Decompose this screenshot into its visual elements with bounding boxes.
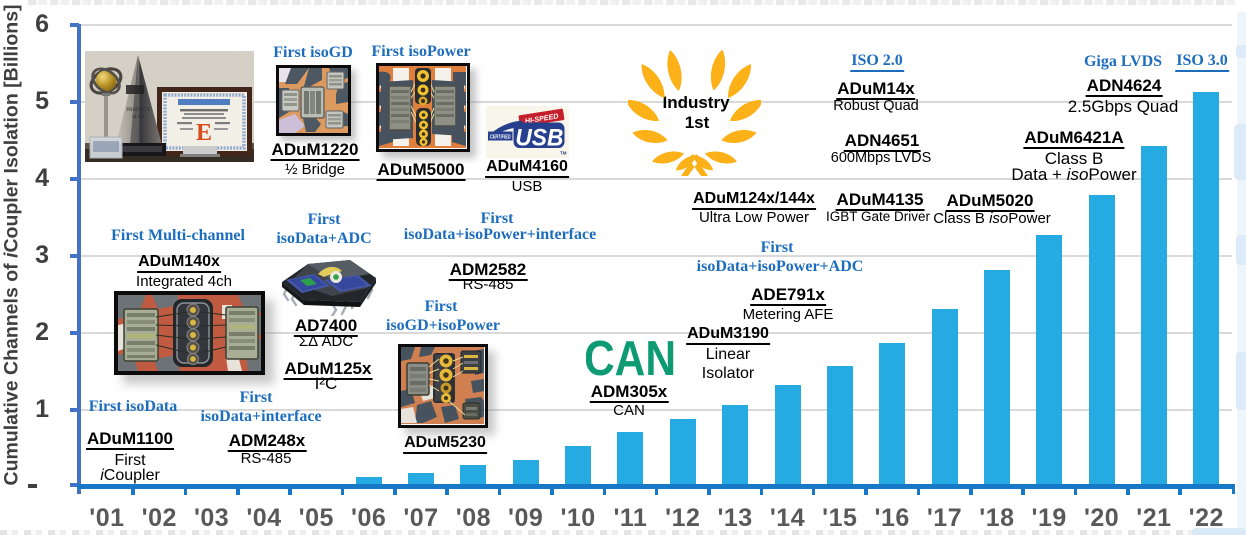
svg-text:E: E bbox=[196, 120, 212, 146]
svg-text:CERTIFIED: CERTIFIED bbox=[490, 135, 511, 141]
svg-text:TM: TM bbox=[560, 151, 567, 156]
svg-text:CAN: CAN bbox=[586, 336, 674, 378]
svg-text:PRODUCT: PRODUCT bbox=[126, 108, 149, 113]
svg-text:of the: of the bbox=[132, 115, 144, 120]
svg-text:USB: USB bbox=[515, 125, 563, 152]
